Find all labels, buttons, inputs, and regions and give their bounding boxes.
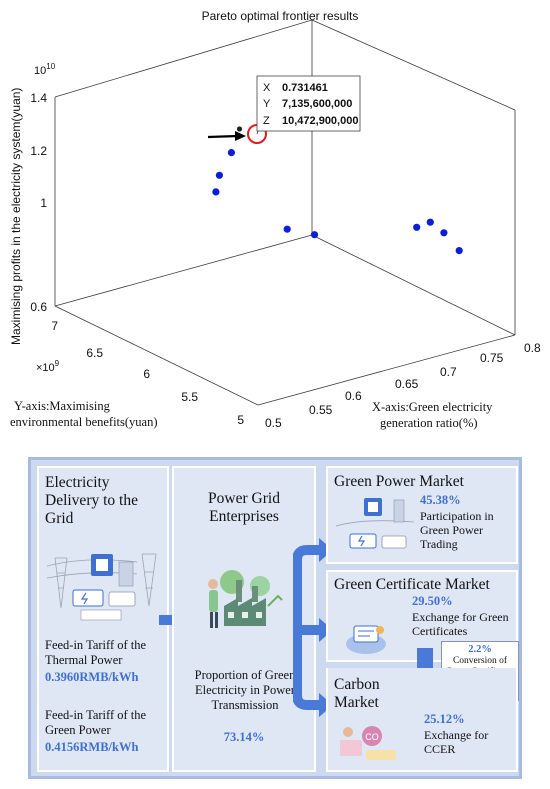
y-tick-label: 7 [51, 319, 58, 333]
z-tick-label: 1 [40, 196, 47, 210]
datatip: X 0.731461 Y 7,135,600,000 Z 10,472,900,… [256, 75, 361, 135]
electricity-delivery-box: Electricity Delivery to the Grid Feed-in… [37, 466, 169, 772]
highlighted-data-point [236, 126, 243, 132]
carbon-market-box: Carbon Market 25.12% Exchange for CCER C… [326, 668, 518, 772]
green-proportion-value: 73.14% [223, 730, 265, 744]
svg-text:CO: CO [365, 732, 379, 742]
thermal-tariff-label: Feed-in Tariff of the Thermal Power [45, 638, 147, 667]
gcm-label: Exchange for Green Certificates [412, 610, 509, 638]
floor-back-left [54, 234, 313, 307]
power-grid-title: Power Grid Enterprises [208, 490, 280, 525]
green-tariff-label: Feed-in Tariff of the Green Power [45, 708, 147, 737]
y-exponent: ×109 [36, 359, 60, 374]
green-certificate-icon [346, 625, 386, 654]
y-ticks: 7 6.5 6 5.5 5 [51, 319, 244, 427]
z-tick-label: 1.2 [30, 144, 47, 158]
datatip-y-value: 7,135,600,000 [282, 98, 352, 110]
gcm-value: 29.50% [412, 594, 453, 608]
factory-illustration [208, 570, 283, 628]
z-axis-label: Maximising profits in the electricity sy… [9, 88, 23, 345]
gpm-value: 45.38% [420, 493, 461, 507]
y-tick-label: 5.5 [181, 390, 198, 404]
z-tick-label: 1.4 [30, 91, 47, 105]
pointer-arrow [207, 131, 246, 141]
data-point [227, 149, 235, 157]
axes-box [54, 19, 516, 406]
electricity-delivery-title: Electricity Delivery to the Grid [45, 474, 138, 527]
data-point [212, 188, 220, 196]
gcm-title: Green Certificate Market [334, 576, 490, 593]
datatip-x-value: 0.731461 [282, 82, 328, 94]
scatter-points [212, 126, 463, 255]
power-grid-illustration [47, 553, 157, 621]
z-tick-label: 0.6 [30, 300, 47, 314]
ccer-conversion-value: 2.2% [468, 644, 492, 655]
x-ticks: 0.5 0.55 0.6 0.65 0.7 0.75 0.8 [265, 341, 541, 430]
x-tick-label: 0.75 [480, 351, 504, 365]
x-tick-label: 0.6 [345, 389, 362, 403]
gpm-label: Participation in Green Power Trading [420, 509, 494, 551]
green-tariff-value: 0.4156RMB/kWh [45, 740, 139, 754]
x-tick-label: 0.55 [309, 403, 333, 417]
datatip-x-label: X [263, 82, 271, 94]
top-right-edge [311, 19, 516, 111]
data-point [310, 231, 319, 239]
datatip-z-value: 10,472,900,000 [282, 115, 358, 127]
y-tick-label: 6 [143, 367, 150, 381]
data-point [440, 229, 448, 237]
y-axis-label: Y-axis:Maximising environmental benefits… [10, 399, 158, 429]
x-tick-label: 0.5 [265, 416, 282, 430]
green-proportion-label: Proportion of Green Electricity in Power… [194, 668, 296, 712]
branch-arrows-icon [293, 538, 333, 717]
carbon-market-icon: CO [340, 726, 396, 760]
top-left-edge [54, 19, 313, 98]
gpm-title: Green Power Market [334, 473, 464, 490]
market-flow-diagram: Electricity Delivery to the Grid Feed-in… [28, 457, 522, 779]
datatip-z-label: Z [263, 115, 270, 127]
cm-label: Exchange for CCER [424, 728, 489, 756]
thermal-tariff-value: 0.3960RMB/kWh [45, 670, 139, 684]
z-ticks: 0.6 1 1.2 1.4 [30, 91, 47, 314]
datatip-y-label: Y [263, 98, 271, 110]
x-tick-label: 0.65 [395, 377, 419, 391]
data-point [455, 247, 463, 255]
data-point [283, 225, 291, 233]
chart-title: Pareto optimal frontier results [202, 9, 359, 23]
y-tick-label: 6.5 [86, 346, 103, 360]
cm-title: Carbon Market [334, 676, 380, 711]
x-axis-line [257, 334, 516, 406]
z-exponent: 1010 [34, 62, 56, 77]
data-point [413, 223, 421, 231]
x-axis-label: X-axis:Green electricity generation rati… [372, 400, 496, 430]
x-tick-label: 0.7 [440, 365, 457, 379]
pareto-3d-chart: Pareto optimal frontier results 0.6 1 1.… [9, 9, 541, 430]
data-point [426, 218, 434, 226]
power-grid-box: Power Grid Enterprises Proportion of Gre… [172, 466, 316, 772]
cm-value: 25.12% [424, 712, 465, 726]
green-power-market-box: Green Power Market 45.38% Participation … [326, 466, 518, 564]
y-axis-line [54, 305, 259, 406]
floor-back-right [311, 234, 516, 336]
x-tick-label: 0.8 [524, 341, 541, 355]
green-power-icon [335, 498, 415, 549]
y-tick-label: 5 [237, 413, 244, 427]
data-point [215, 171, 223, 179]
